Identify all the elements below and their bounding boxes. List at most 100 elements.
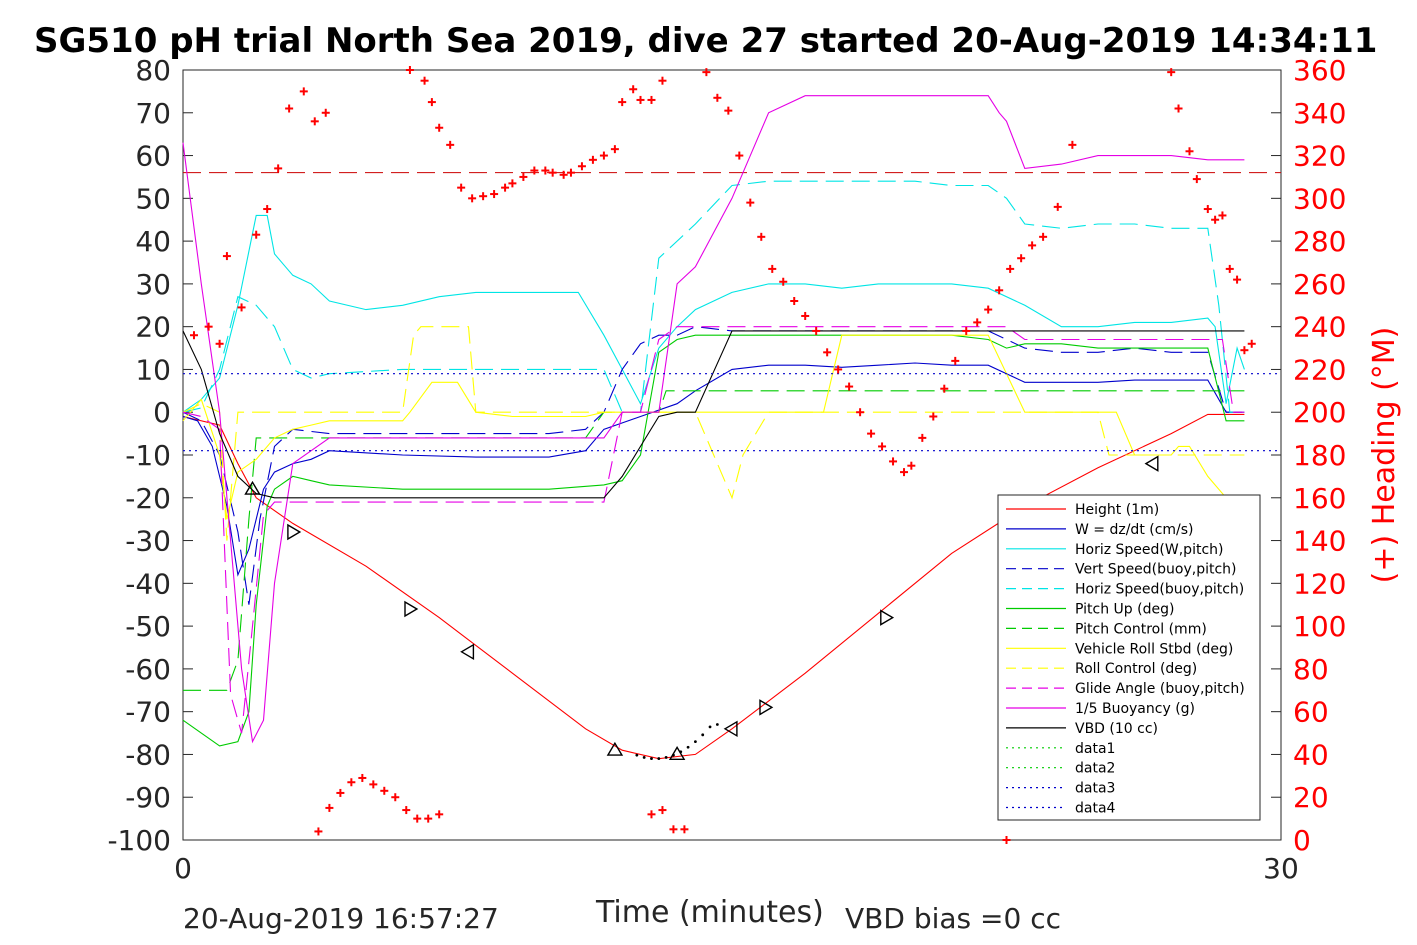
right-tick-label: 340 [1293,97,1346,130]
x-tick-label: 30 [1263,852,1299,885]
apex-dot [642,756,646,759]
legend-label: data2 [1075,761,1115,777]
legend-label: W = dz/dt (cm/s) [1075,522,1194,538]
right-tick-label: 100 [1293,610,1346,643]
heading-point [1068,140,1077,149]
right-y-axis-label: (+) Heading (°M) [1367,327,1402,584]
heading-point [1174,104,1183,113]
heading-point [845,382,854,391]
heading-point [519,172,528,181]
heading-point [669,825,678,834]
right-tick-label: 20 [1293,781,1329,814]
heading-point [867,429,876,438]
legend: Height (1m) W = dz/dt (cm/s) Horiz Speed(W… [997,494,1261,821]
heading-point [1006,264,1015,273]
right-tick-label: 360 [1293,54,1346,87]
heading-point [1002,836,1011,844]
heading-point [1039,232,1048,241]
series-line-2 [182,214,1245,413]
heading-point [834,365,843,374]
heading-point [413,814,422,823]
heading-point [559,170,568,179]
heading-point [929,412,938,421]
left-tick-label: 50 [135,182,171,215]
heading-point [940,384,949,393]
heading-point [468,194,477,203]
series-line-3 [182,326,1245,605]
heading-point [1053,202,1062,211]
legend-label: VBD (10 cc) [1075,721,1158,737]
heading-point [314,827,323,836]
left-tick-label: -40 [125,567,171,600]
heading-point [746,198,755,207]
x-tick-label: 0 [174,852,192,885]
marker-right [404,600,419,618]
heading-point [1233,275,1242,284]
legend-label: Roll Control (deg) [1075,661,1197,677]
heading-point [204,322,213,331]
heading-point [405,66,414,74]
marker-left [723,720,738,738]
right-tick-label: 240 [1293,311,1346,344]
heading-point [424,814,433,823]
heading-point [336,788,345,797]
heading-point [189,331,198,340]
legend-label: Pitch Up (deg) [1075,602,1174,618]
series-line-9 [182,326,1245,734]
heading-point [878,442,887,451]
heading-point [222,252,231,261]
left-tick-label: -80 [125,738,171,771]
left-tick-label: 40 [135,225,171,258]
right-y-axis: 3603403203002802602402202001801601401201… [1271,54,1346,857]
right-tick-label: 320 [1293,140,1346,173]
heading-point [636,95,645,104]
heading-point [757,232,766,241]
apex-dot [679,750,683,754]
left-tick-label: 10 [135,353,171,386]
heading-point [380,786,389,795]
right-tick-label: 0 [1293,824,1311,857]
apex-dot [672,753,675,757]
heading-point [588,155,597,164]
apex-dot [708,725,712,729]
heading-point [907,461,916,470]
heading-point [435,123,444,132]
marker-left [460,643,475,661]
heading-point [321,108,330,117]
heading-point [391,793,400,802]
heading-point [599,151,608,160]
right-tick-label: 40 [1293,738,1329,771]
right-tick-label: 160 [1293,482,1346,515]
heading-point [658,76,667,85]
heading-point [629,85,638,94]
left-tick-label: 0 [153,396,171,429]
heading-point [1203,205,1212,214]
depth-markers [244,455,1159,760]
right-tick-label: 80 [1293,653,1329,686]
legend-label: data4 [1075,801,1116,817]
heading-point [358,773,367,782]
heading-point [1218,211,1227,220]
marker-right [759,699,774,716]
footer-vbd-bias: VBD bias =0 cc [845,902,1061,935]
legend-label: Pitch Control (mm) [1075,621,1207,637]
heading-point [658,806,667,815]
apex-dot [701,733,705,737]
heading-point [1240,346,1249,355]
heading-point [812,326,821,335]
heading-point [647,95,656,104]
heading-point [1028,241,1037,250]
heading-point [263,205,272,214]
marker-left [1144,455,1159,472]
heading-point [479,192,488,201]
apex-dot [635,753,639,757]
heading-point [995,286,1004,295]
chart-title: SG510 pH trial North Sea 2019, dive 27 s… [34,21,1377,61]
right-tick-label: 200 [1293,396,1346,429]
legend-label: 1/5 Buoyancy (g) [1075,701,1195,717]
heading-point [790,297,799,305]
left-tick-label: -30 [125,525,171,558]
left-tick-label: -20 [125,482,171,515]
right-tick-label: 60 [1293,696,1329,729]
